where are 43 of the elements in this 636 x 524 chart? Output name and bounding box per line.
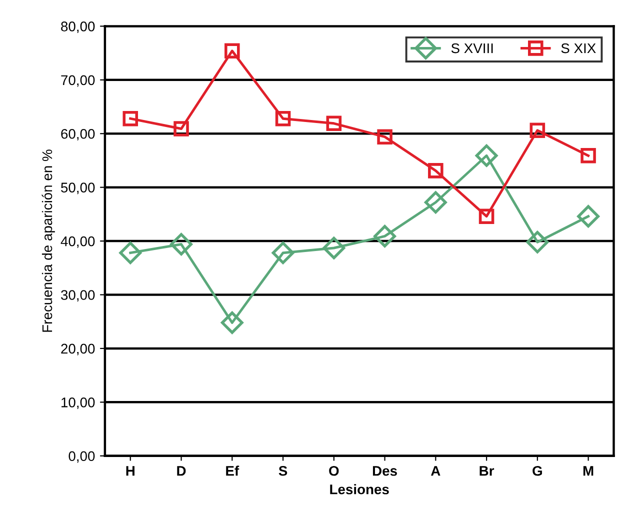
- x-tick-label: H: [126, 466, 134, 476]
- point: [220, 311, 244, 334]
- point: [377, 129, 392, 144]
- y-tick-label: 80,00: [61, 22, 95, 34]
- point: [122, 110, 138, 126]
- y-tick-label: 60,00: [61, 128, 95, 140]
- point: [475, 144, 498, 167]
- y-tick-label: 40,00: [60, 236, 95, 248]
- point: [119, 242, 142, 264]
- point: [272, 242, 294, 264]
- x-tick-label: G: [532, 466, 542, 476]
- point: [424, 191, 447, 214]
- y-tick-label: 0,00: [68, 451, 95, 463]
- point: [174, 121, 189, 136]
- y-tick-label: 70,00: [61, 75, 95, 87]
- x-axis-title: Lesiones: [330, 484, 389, 494]
- x-tick-label: O: [329, 466, 339, 476]
- point: [478, 208, 494, 224]
- point: [224, 43, 240, 59]
- point: [526, 230, 549, 254]
- legend-label: S XVIII: [451, 43, 493, 54]
- x-tick-label: Ef: [226, 466, 240, 476]
- x-tick-label: S: [278, 466, 288, 476]
- x-tick-label: Des: [372, 466, 397, 476]
- x-tick-label: A: [430, 466, 440, 476]
- point: [374, 224, 396, 248]
- y-tick-label: 30,00: [60, 290, 95, 302]
- legend-label: S XIX: [561, 43, 596, 54]
- x-tick-label: D: [177, 466, 186, 476]
- y-axis-title: Frecuencia de aparición en %: [42, 150, 55, 332]
- point: [577, 205, 600, 228]
- point: [530, 122, 546, 138]
- y-tick-label: 50,00: [61, 182, 95, 194]
- point: [580, 148, 596, 164]
- point: [322, 236, 346, 260]
- point: [275, 110, 291, 126]
- x-tick-label: M: [583, 466, 594, 476]
- x-tick-label: Br: [480, 466, 494, 476]
- point: [428, 163, 444, 178]
- y-tick-label: 10,00: [62, 398, 95, 409]
- y-tick-label: 20,00: [61, 344, 95, 356]
- point: [326, 116, 342, 132]
- point: [170, 233, 192, 256]
